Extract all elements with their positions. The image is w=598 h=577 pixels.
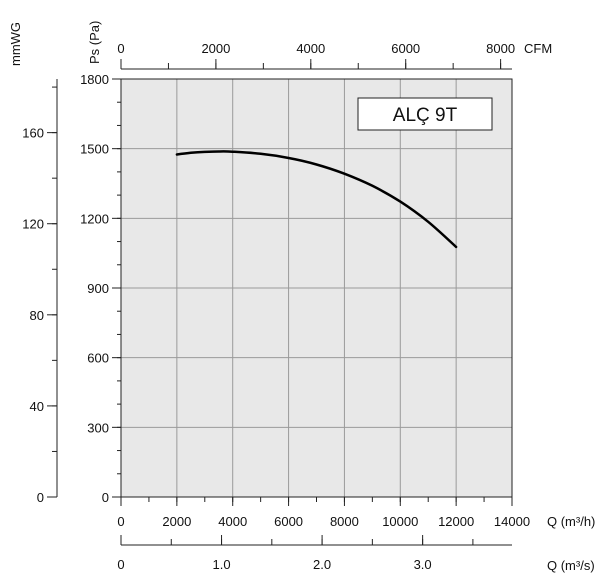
m3s-tick-label: 2.0 bbox=[313, 557, 331, 572]
y-tick-label: 1200 bbox=[80, 211, 109, 226]
x-tick-label: 10000 bbox=[382, 514, 418, 529]
y-tick-label: 0 bbox=[102, 490, 109, 505]
cfm-tick-label: 2000 bbox=[201, 41, 230, 56]
x-tick-label: 2000 bbox=[162, 514, 191, 529]
x-axis-label: Q (m³/h) bbox=[547, 514, 595, 529]
x-tick-label: 4000 bbox=[218, 514, 247, 529]
model-label: ALÇ 9T bbox=[393, 105, 458, 126]
m3s-tick-label: 3.0 bbox=[414, 557, 432, 572]
x-tick-label: 8000 bbox=[330, 514, 359, 529]
y-tick-label: 1500 bbox=[80, 142, 109, 157]
x-tick-label: 0 bbox=[117, 514, 124, 529]
mmwg-tick-label: 80 bbox=[30, 308, 44, 323]
x-tick-label: 6000 bbox=[274, 514, 303, 529]
x-tick-label: 12000 bbox=[438, 514, 474, 529]
grid bbox=[121, 79, 512, 497]
cfm-tick-label: 8000 bbox=[486, 41, 515, 56]
y-tick-label: 1800 bbox=[80, 72, 109, 87]
mmwg-tick-label: 40 bbox=[30, 399, 44, 414]
cfm-tick-label: 6000 bbox=[391, 41, 420, 56]
cfm-tick-label: 4000 bbox=[296, 41, 325, 56]
x-tick-label: 14000 bbox=[494, 514, 530, 529]
mmwg-tick-label: 0 bbox=[37, 490, 44, 505]
cfm-tick-label: 0 bbox=[117, 41, 124, 56]
mmwg-tick-label: 160 bbox=[22, 126, 44, 141]
m3s-axis-label: Q (m³/s) bbox=[547, 558, 595, 573]
pa-axis-label: Ps (Pa) bbox=[87, 21, 102, 64]
m3s-tick-label: 1.0 bbox=[213, 557, 231, 572]
mmwg-tick-label: 120 bbox=[22, 217, 44, 232]
y-tick-label: 600 bbox=[87, 351, 109, 366]
m3s-tick-label: 0 bbox=[117, 557, 124, 572]
cfm-axis-unit: CFM bbox=[524, 41, 552, 56]
y-tick-label: 300 bbox=[87, 420, 109, 435]
model-label-box bbox=[357, 97, 493, 131]
mmwg-axis-label: mmWG bbox=[8, 22, 23, 66]
y-tick-label: 900 bbox=[87, 281, 109, 296]
fan-curve-line bbox=[175, 150, 458, 249]
